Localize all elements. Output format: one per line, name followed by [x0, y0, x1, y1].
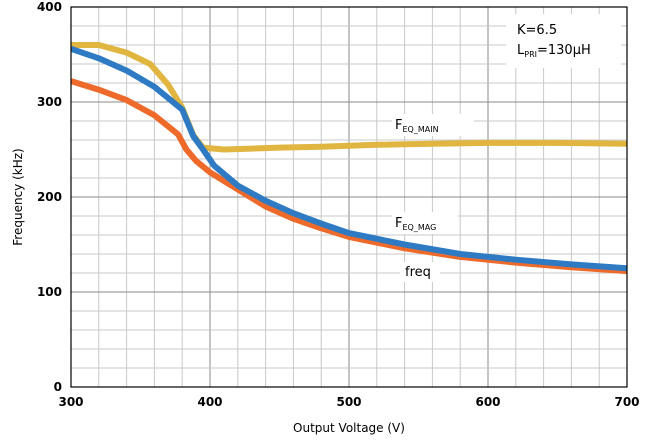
mag-label-main: F [395, 216, 402, 231]
mag-label-bg [392, 212, 458, 234]
tick-layer: 300 400 500 600 700 0 100 200 300 400 [37, 0, 640, 409]
freq-label-bg [400, 262, 440, 282]
x-tick-label: 600 [475, 395, 500, 409]
x-axis-title: Output Voltage (V) [293, 421, 405, 435]
freq-series-label: freq [405, 265, 431, 280]
main-label-subscript: EQ_MAIN [402, 125, 438, 134]
series-line-f-eq-mag [71, 45, 627, 272]
x-tick-label: 500 [336, 395, 361, 409]
y-tick-label: 300 [37, 95, 62, 109]
y-axis-title: Frequency (kHz) [11, 148, 25, 245]
lpri-subscript: PRI [524, 50, 537, 59]
plot-frame [70, 6, 628, 388]
y-tick-label: 100 [37, 285, 62, 299]
mag-label-subscript: EQ_MAG [402, 223, 436, 232]
y-tick-label: 0 [54, 380, 62, 394]
main-label-bg [392, 114, 474, 136]
lpri-annotation: LPRI=130µH [517, 43, 591, 59]
series-layer [71, 42, 627, 275]
main-label-main: F [395, 118, 402, 133]
mag-series-label: FEQ_MAG [395, 216, 436, 232]
x-tick-label: 300 [58, 395, 83, 409]
x-tick-label: 700 [614, 395, 639, 409]
lpri-main: L [517, 43, 525, 58]
lpri-value: =130µH [537, 43, 591, 58]
k-annotation: K=6.5 [517, 23, 557, 38]
main-series-label: FEQ_MAIN [395, 118, 439, 134]
y-tick-label: 200 [37, 190, 62, 204]
y-tick-label: 400 [37, 0, 62, 14]
series-line-f-eq-main [71, 42, 627, 153]
x-tick-label: 400 [197, 395, 222, 409]
annotation-box [506, 14, 621, 68]
